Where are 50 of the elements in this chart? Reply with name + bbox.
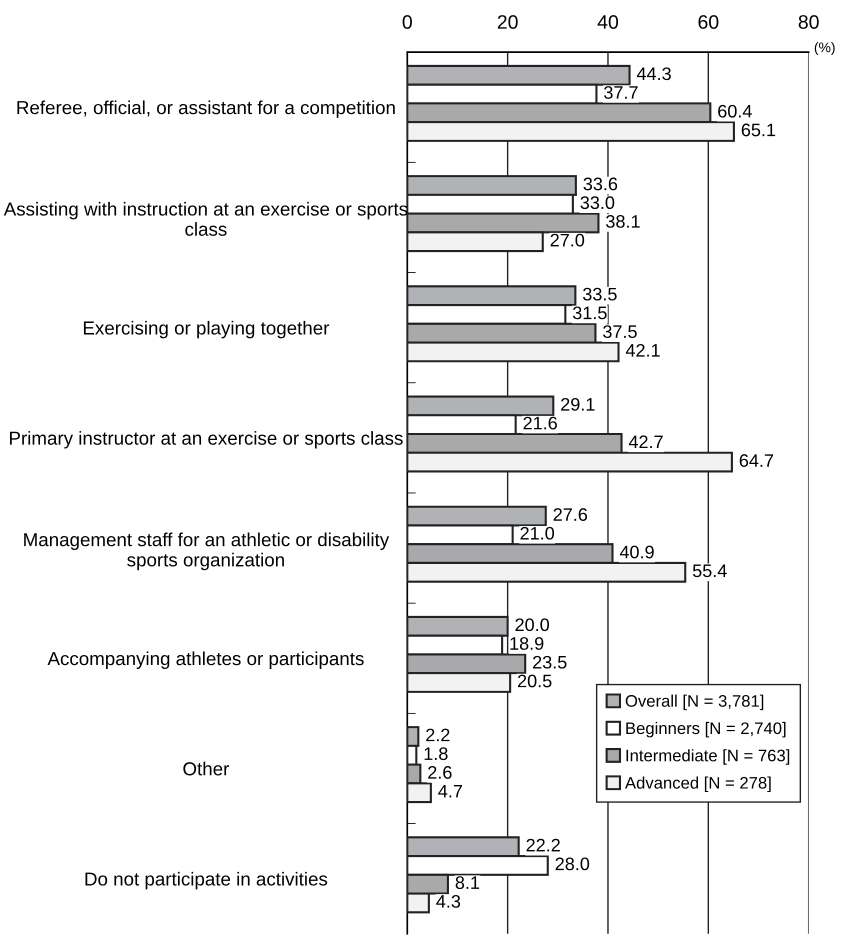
y-tick-label: Assisting with instruction at an exercise or sports class [4, 202, 408, 236]
y-tick-label: Do not participate in activities [86, 872, 328, 890]
data-label: 38.1 [606, 215, 640, 228]
data-label: 44.3 [636, 67, 671, 80]
data-label: 21.6 [524, 416, 557, 430]
data-label: 28.0 [556, 858, 590, 870]
x-tick-label: 0 [402, 15, 412, 29]
data-label: 42.1 [626, 344, 660, 357]
y-tick-label: Primary instructor at an exercise or sports class [10, 431, 403, 449]
data-label: 20.5 [518, 674, 552, 688]
data-label: 23.5 [533, 656, 567, 669]
data-label: 20.0 [515, 618, 550, 632]
data-label: 4.7 [438, 784, 462, 798]
legend-label: Advanced [N = 278] [625, 776, 771, 792]
data-label: 60.4 [718, 104, 752, 118]
data-label: 8.1 [456, 876, 480, 890]
data-label: 29.1 [561, 398, 594, 411]
data-label: 18.9 [510, 637, 544, 650]
data-label: 33.0 [580, 196, 614, 210]
data-label: 1.8 [424, 747, 448, 760]
data-label: 37.7 [604, 86, 638, 99]
data-label: 2.2 [426, 728, 450, 742]
data-label: 33.6 [584, 178, 618, 190]
x-tick-label: 60 [698, 15, 718, 29]
data-label: 27.6 [554, 508, 588, 521]
data-label: 37.5 [603, 325, 637, 338]
y-tick-label: Referee, official, or assistant for a competition [17, 100, 395, 118]
legend-label: Intermediate [N = 763] [626, 749, 790, 765]
y-tick-label: Other [183, 762, 230, 776]
data-label: 2.6 [428, 766, 452, 779]
data-label: 40.9 [620, 546, 654, 558]
data-label: 21.0 [520, 526, 554, 540]
x-tick-label: 40 [598, 15, 618, 29]
y-tick-label: Management staff for an athletic or disability sports organization [24, 532, 390, 570]
data-label: 55.4 [692, 564, 727, 578]
data-label: 4.3 [436, 894, 460, 908]
y-tick-label: Accompanying athletes or participants [48, 651, 364, 669]
data-label: 42.7 [628, 435, 663, 448]
legend-label: Overall [N = 3,781] [626, 694, 764, 710]
data-label: 27.0 [550, 234, 584, 247]
data-label: 31.5 [572, 306, 607, 320]
data-label: 33.5 [583, 288, 617, 301]
data-label: 65.1 [742, 124, 776, 136]
y-tick-label: Exercising or playing together [84, 320, 330, 338]
x-tick-label: 20 [498, 15, 518, 29]
legend-label: Beginners [N = 2,740] [626, 722, 786, 738]
x-tick-label: 80 [798, 15, 819, 29]
data-label: 64.7 [740, 454, 774, 467]
x-axis-title: (%) [814, 42, 835, 56]
data-label: 22.2 [526, 838, 560, 852]
